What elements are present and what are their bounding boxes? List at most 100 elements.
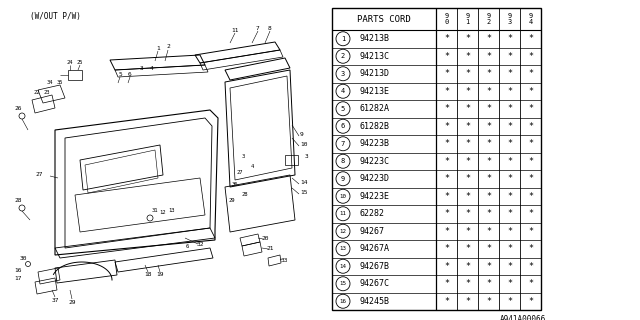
Text: 9: 9	[341, 176, 345, 182]
Text: 31: 31	[152, 207, 158, 212]
Text: *: *	[486, 227, 491, 236]
Text: 2: 2	[341, 53, 345, 59]
Text: *: *	[528, 122, 533, 131]
Text: *: *	[465, 279, 470, 288]
Text: 27: 27	[35, 172, 42, 178]
Text: *: *	[507, 104, 512, 113]
Text: 4: 4	[250, 164, 253, 170]
Text: 11: 11	[231, 28, 239, 33]
Text: 62282: 62282	[359, 209, 384, 218]
Text: 19: 19	[156, 273, 164, 277]
Text: *: *	[528, 34, 533, 43]
Text: 26: 26	[14, 106, 22, 110]
Text: 3: 3	[241, 155, 244, 159]
Text: *: *	[528, 209, 533, 218]
Text: *: *	[486, 87, 491, 96]
Text: *: *	[444, 297, 449, 306]
Text: 6: 6	[186, 244, 189, 250]
Text: *: *	[528, 87, 533, 96]
Text: *: *	[465, 122, 470, 131]
Text: 9: 9	[300, 132, 304, 138]
Text: *: *	[507, 209, 512, 218]
Text: 33: 33	[280, 258, 288, 262]
Text: 7: 7	[256, 26, 260, 30]
Text: 94267B: 94267B	[359, 262, 389, 271]
Text: 21: 21	[266, 245, 274, 251]
Text: 23: 23	[44, 91, 51, 95]
Text: *: *	[507, 297, 512, 306]
Text: *: *	[486, 244, 491, 253]
Text: *: *	[507, 192, 512, 201]
Text: 94267: 94267	[359, 227, 384, 236]
Text: *: *	[528, 104, 533, 113]
Text: *: *	[465, 87, 470, 96]
Text: *: *	[528, 244, 533, 253]
Text: 32: 32	[196, 243, 204, 247]
Text: *: *	[507, 34, 512, 43]
Text: *: *	[444, 209, 449, 218]
Text: *: *	[465, 192, 470, 201]
Text: *: *	[486, 52, 491, 61]
Text: *: *	[444, 104, 449, 113]
Text: *: *	[444, 174, 449, 183]
Text: *: *	[444, 192, 449, 201]
Text: 9
2: 9 2	[486, 13, 491, 25]
Text: *: *	[528, 157, 533, 166]
Text: *: *	[507, 244, 512, 253]
Text: 12: 12	[160, 211, 166, 215]
Text: *: *	[444, 122, 449, 131]
Text: 5: 5	[341, 106, 345, 112]
Text: *: *	[465, 34, 470, 43]
Text: *: *	[444, 52, 449, 61]
Text: 94213D: 94213D	[359, 69, 389, 78]
Text: 28: 28	[14, 197, 22, 203]
Text: 7: 7	[341, 141, 345, 147]
Text: 61282B: 61282B	[359, 122, 389, 131]
Text: 24: 24	[67, 60, 73, 66]
Text: *: *	[465, 69, 470, 78]
Text: *: *	[444, 227, 449, 236]
Text: *: *	[465, 139, 470, 148]
Text: *: *	[486, 122, 491, 131]
Text: 16: 16	[339, 299, 346, 304]
Text: 4: 4	[150, 66, 154, 70]
Text: *: *	[528, 52, 533, 61]
Text: *: *	[507, 87, 512, 96]
Text: 8: 8	[268, 26, 272, 30]
Text: 27: 27	[237, 170, 243, 174]
Text: 14: 14	[339, 264, 346, 269]
Text: *: *	[507, 122, 512, 131]
Text: 11: 11	[339, 211, 346, 216]
Text: *: *	[465, 209, 470, 218]
Text: *: *	[444, 69, 449, 78]
Text: 29: 29	[228, 197, 236, 203]
Text: *: *	[528, 174, 533, 183]
Text: *: *	[486, 262, 491, 271]
Text: *: *	[528, 192, 533, 201]
Text: 8: 8	[341, 158, 345, 164]
Text: 1: 1	[341, 36, 345, 42]
Text: *: *	[507, 69, 512, 78]
Text: 10: 10	[300, 142, 307, 148]
Text: 9
4: 9 4	[529, 13, 532, 25]
Text: *: *	[507, 262, 512, 271]
Text: *: *	[528, 279, 533, 288]
Text: *: *	[486, 34, 491, 43]
Text: *: *	[465, 52, 470, 61]
Text: 94267A: 94267A	[359, 244, 389, 253]
Text: *: *	[486, 192, 491, 201]
Text: *: *	[465, 297, 470, 306]
Text: *: *	[507, 157, 512, 166]
Text: 94213E: 94213E	[359, 87, 389, 96]
Text: *: *	[465, 104, 470, 113]
Text: *: *	[465, 227, 470, 236]
Text: 34: 34	[47, 81, 53, 85]
Text: 28: 28	[242, 193, 248, 197]
Text: *: *	[486, 139, 491, 148]
Text: 15: 15	[300, 190, 307, 196]
Text: *: *	[444, 87, 449, 96]
Text: *: *	[507, 227, 512, 236]
Text: 9
0: 9 0	[444, 13, 449, 25]
Text: 61282A: 61282A	[359, 104, 389, 113]
Text: *: *	[444, 279, 449, 288]
